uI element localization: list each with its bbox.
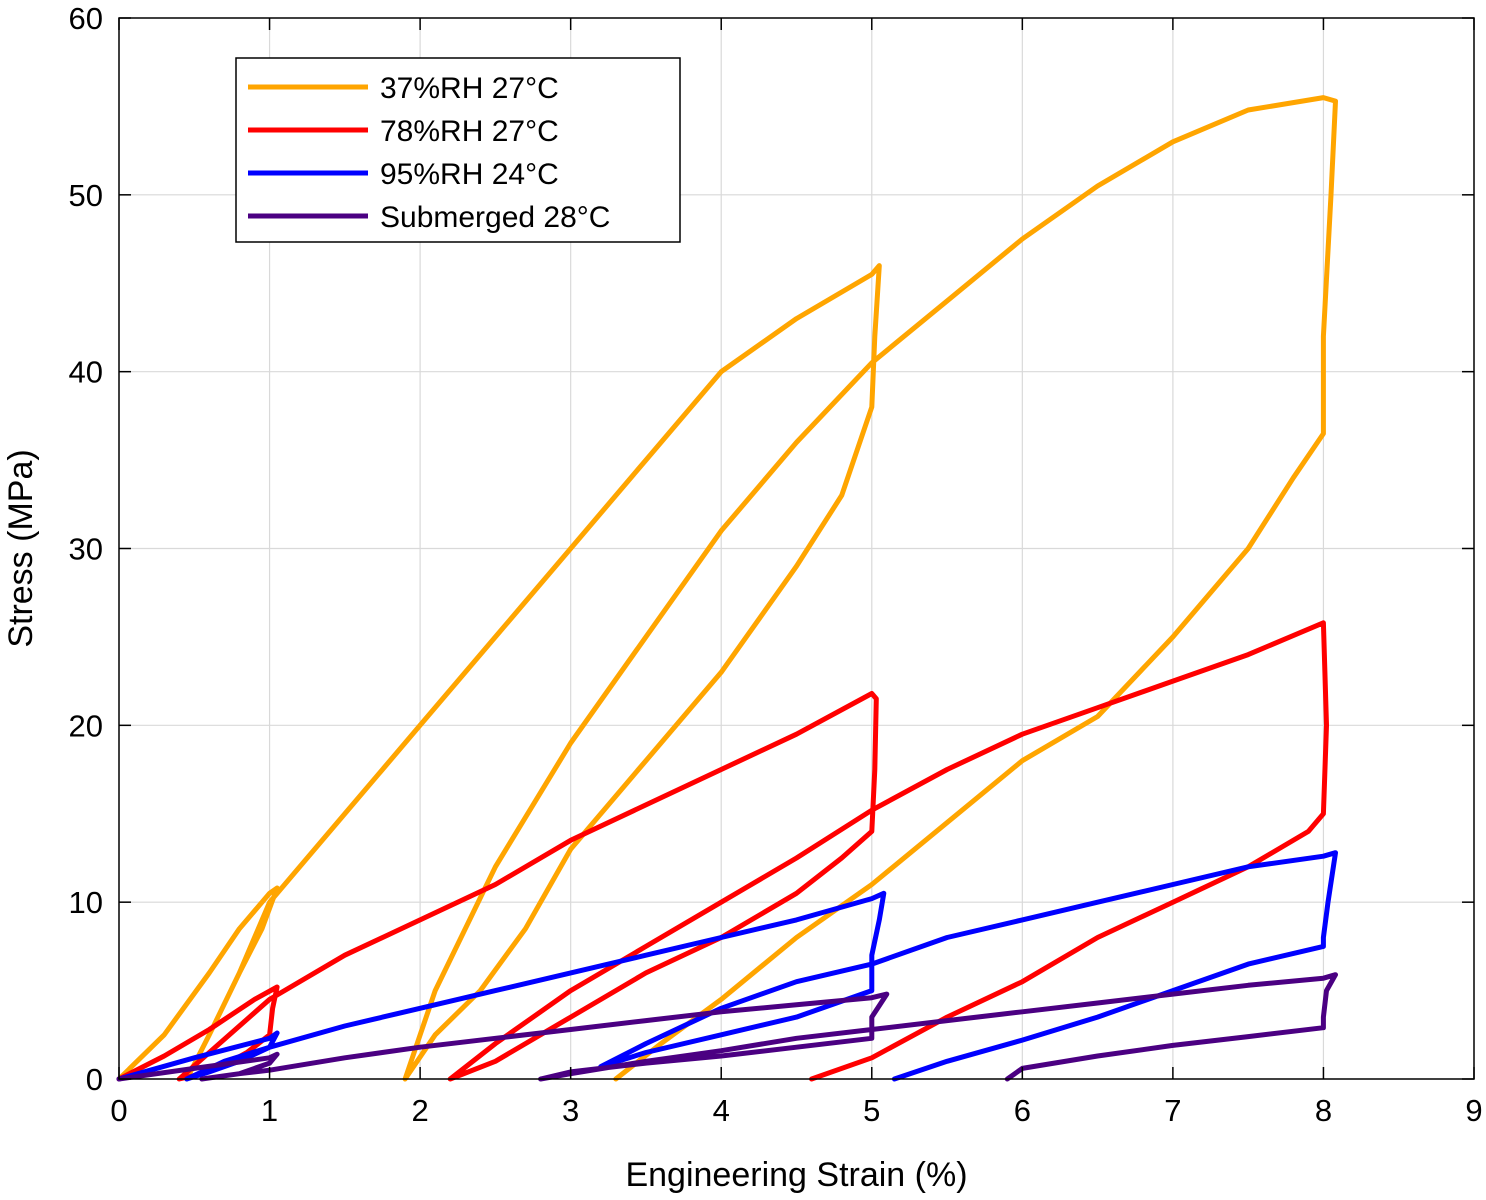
y-tick-labels: 0 10 20 30 40 50 60 [69, 1, 103, 1097]
y-tick-label: 0 [86, 1062, 103, 1097]
x-tick-label: 5 [863, 1093, 880, 1128]
x-tick-label: 7 [1164, 1093, 1181, 1128]
x-tick-label: 8 [1315, 1093, 1332, 1128]
series-line-3 [116, 850, 1338, 1082]
legend: 37%RH 27°C 78%RH 27°C 95%RH 24°C Submerged … [235, 57, 681, 243]
legend-label-3: 95%RH 24°C [380, 158, 559, 191]
legend-label-1: 37%RH 27°C [380, 72, 559, 105]
x-tick-label: 0 [110, 1093, 127, 1128]
y-tick-label: 10 [69, 885, 103, 920]
y-tick-label: 50 [69, 178, 103, 213]
x-tick-label: 2 [411, 1093, 428, 1128]
series-curves [116, 95, 1338, 1082]
x-tick-label: 3 [562, 1093, 579, 1128]
legend-label-4: Submerged 28°C [380, 201, 610, 234]
series-line-4 [116, 972, 1338, 1082]
x-tick-label: 1 [261, 1093, 278, 1128]
axis-ticks [118, 17, 1475, 1080]
y-tick-label: 30 [69, 532, 103, 567]
y-tick-label: 20 [69, 708, 103, 743]
x-tick-label: 4 [713, 1093, 730, 1128]
x-tick-label: 6 [1014, 1093, 1031, 1128]
series-line-1 [116, 95, 1338, 1082]
x-tick-labels: 0 1 2 3 4 5 6 7 8 9 [110, 1093, 1482, 1128]
x-tick-label: 9 [1465, 1093, 1482, 1128]
y-tick-label: 40 [69, 355, 103, 390]
y-tick-label: 60 [69, 1, 103, 36]
legend-label-2: 78%RH 27°C [380, 115, 559, 148]
y-axis-label: Stress (MPa) [2, 449, 40, 647]
x-axis-label: Engineering Strain (%) [625, 1156, 967, 1194]
